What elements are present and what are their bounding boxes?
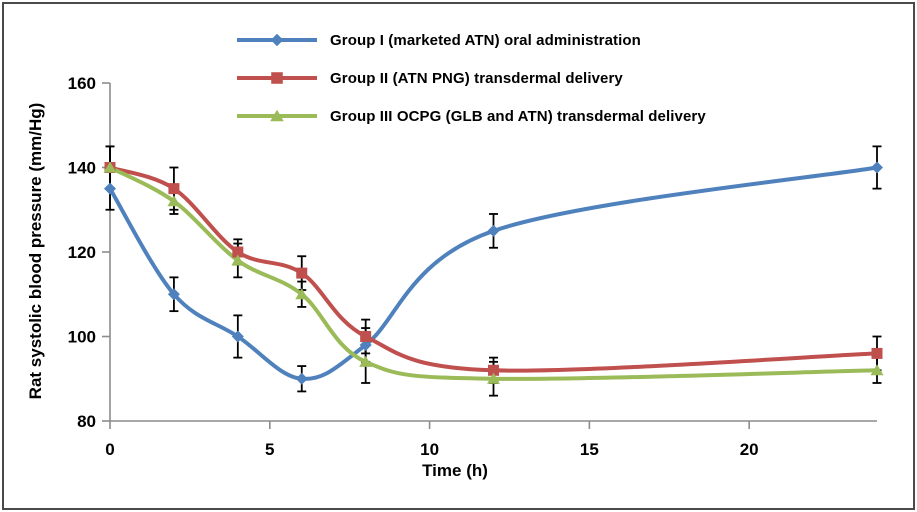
x-tick-label: 0 <box>105 440 114 459</box>
y-tick-label: 140 <box>68 159 96 178</box>
marker-square-icon <box>296 267 308 279</box>
legend-marker-diamond-icon <box>237 33 317 47</box>
x-tick-label: 20 <box>740 440 759 459</box>
legend-label-group2: Group II (ATN PNG) transdermal delivery <box>330 69 623 87</box>
y-tick-label: 120 <box>68 243 96 262</box>
marker-square-icon <box>232 246 244 258</box>
marker-triangle-icon <box>359 355 373 367</box>
marker-square-icon <box>871 347 883 359</box>
x-tick-label: 5 <box>265 440 274 459</box>
legend-marker-triangle-icon <box>237 109 317 122</box>
marker-diamond-icon <box>270 33 284 47</box>
y-tick-label: 100 <box>68 328 96 347</box>
marker-square-icon <box>488 364 499 376</box>
marker-diamond-icon <box>167 288 180 301</box>
series-line-3 <box>108 165 879 381</box>
marker-triangle-icon <box>231 254 245 266</box>
x-axis-title: Time (h) <box>422 461 488 480</box>
marker-triangle-icon <box>167 195 181 207</box>
marker-diamond-icon <box>231 330 244 343</box>
legend-label-group1: Group I (marketed ATN) oral administrati… <box>330 31 641 49</box>
marker-triangle-icon <box>487 372 500 384</box>
marker-triangle-icon <box>870 364 884 376</box>
series-line-1 <box>108 165 879 381</box>
x-tick-label: 10 <box>420 440 439 459</box>
legend-item-group3: Group III OCPG (GLB and ATN) transdermal… <box>237 104 706 128</box>
legend: Group I (marketed ATN) oral administrati… <box>237 28 706 142</box>
marker-diamond-icon <box>487 224 500 237</box>
legend-item-group2: Group II (ATN PNG) transdermal delivery <box>237 66 706 90</box>
marker-diamond-icon <box>104 182 116 195</box>
y-tick-label: 160 <box>68 74 96 93</box>
marker-square-icon <box>271 72 283 84</box>
marker-triangle-icon <box>270 109 284 122</box>
marker-diamond-icon <box>871 161 883 174</box>
x-tick-label: 15 <box>580 440 599 459</box>
legend-label-group3: Group III OCPG (GLB and ATN) transdermal… <box>330 107 706 125</box>
legend-marker-square-icon <box>237 72 317 84</box>
marker-triangle-icon <box>295 288 309 300</box>
y-axis-title: Rat systolic blood pressure (mm/Hg) <box>26 102 45 400</box>
marker-triangle-icon <box>103 161 117 173</box>
legend-item-group1: Group I (marketed ATN) oral administrati… <box>237 28 706 52</box>
series-line-2 <box>108 165 879 373</box>
marker-square-icon <box>168 183 180 195</box>
y-tick-label: 80 <box>77 412 96 431</box>
marker-square-icon <box>360 331 372 342</box>
marker-diamond-icon <box>295 372 308 385</box>
